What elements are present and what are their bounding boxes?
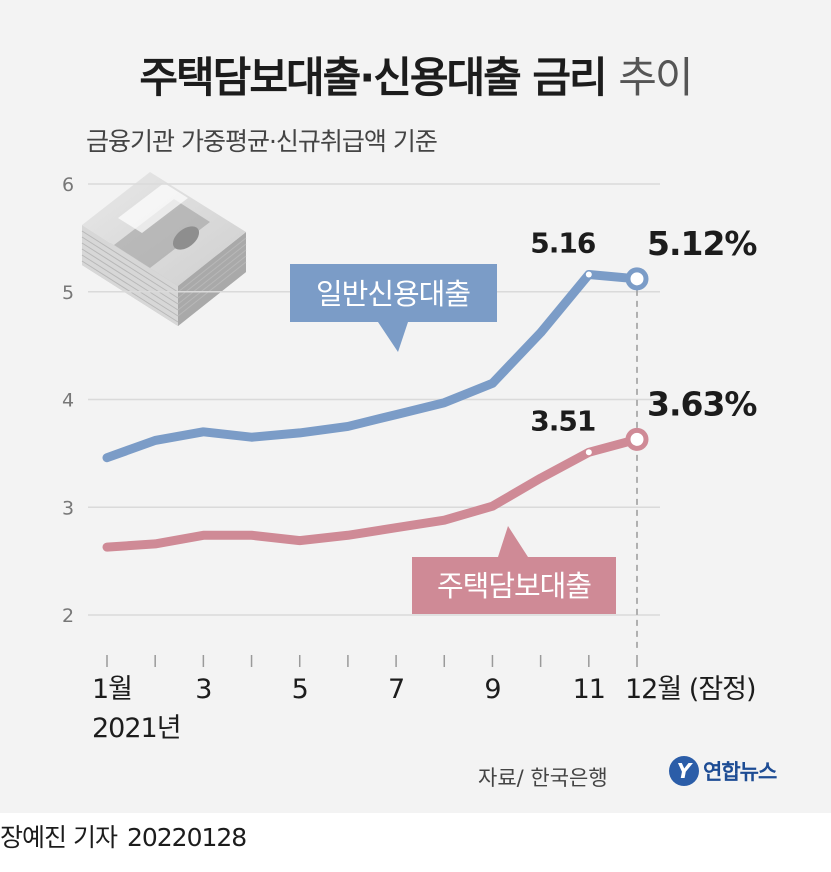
data-label-final: 3.63% bbox=[647, 384, 757, 423]
x-tick-label: 11 bbox=[573, 674, 605, 705]
y-tick-label: 3 bbox=[62, 497, 74, 519]
x-tick-label: 9 bbox=[484, 674, 500, 705]
point-marker bbox=[585, 449, 592, 456]
byline: 장예진 기자 20220128 bbox=[0, 818, 247, 854]
x-tick-label: 5 bbox=[292, 674, 308, 705]
legend-label-credit: 일반신용대출 bbox=[316, 277, 470, 311]
page-subtitle: 금융기관 가중평균·신규취급액 기준 bbox=[86, 127, 438, 156]
data-label: 3.51 bbox=[530, 404, 595, 437]
end-point-marker bbox=[625, 267, 649, 291]
data-label-final: 5.12% bbox=[647, 224, 757, 263]
series-line-credit bbox=[102, 270, 642, 463]
publish-date: 20220128 bbox=[126, 823, 247, 852]
y-tick-label: 6 bbox=[62, 174, 74, 196]
y-tick-label: 4 bbox=[62, 390, 74, 412]
yonhap-logo: Y 연합뉴스 bbox=[669, 756, 777, 786]
title-light: 추이 bbox=[618, 53, 693, 102]
y-tick-label: 2 bbox=[62, 605, 74, 627]
yonhap-logo-icon: Y bbox=[669, 756, 699, 786]
data-labels: 5.16 5.12% 3.51 3.63% bbox=[530, 224, 758, 437]
x-tick-label: 7 bbox=[388, 674, 404, 705]
x-tick-label: 1월 bbox=[92, 674, 132, 705]
grid-lines bbox=[88, 183, 660, 650]
title-bold: 주택담보대출·신용대출 금리 bbox=[139, 53, 607, 102]
end-point-marker bbox=[625, 427, 649, 451]
legend-box-mortgage bbox=[412, 526, 616, 614]
money-stack-icon bbox=[81, 172, 247, 326]
series-line-mortgage bbox=[102, 434, 642, 552]
y-axis: 2 3 4 5 6 bbox=[62, 174, 74, 627]
yonhap-logo-text: 연합뉴스 bbox=[703, 760, 777, 784]
x-tick-label: 3 bbox=[195, 674, 211, 705]
series-lines bbox=[102, 267, 649, 552]
legend-box-credit bbox=[290, 264, 497, 352]
point-marker bbox=[585, 271, 592, 278]
x-axis-year-label: 2021년 bbox=[92, 713, 182, 744]
reporter-name: 장예진 기자 bbox=[0, 823, 118, 852]
data-label: 5.16 bbox=[530, 227, 595, 260]
legend-label-mortgage: 주택담보대출 bbox=[437, 569, 591, 603]
page-title: 주택담보대출·신용대출 금리 추이 bbox=[0, 44, 831, 105]
y-tick-label: 5 bbox=[62, 282, 74, 304]
source-text: 자료/ 한국은행 bbox=[478, 766, 608, 790]
x-tick-label: 12월 (잠정) bbox=[625, 674, 756, 705]
x-axis: 1월 3 5 7 9 11 12월 (잠정) bbox=[92, 655, 757, 705]
